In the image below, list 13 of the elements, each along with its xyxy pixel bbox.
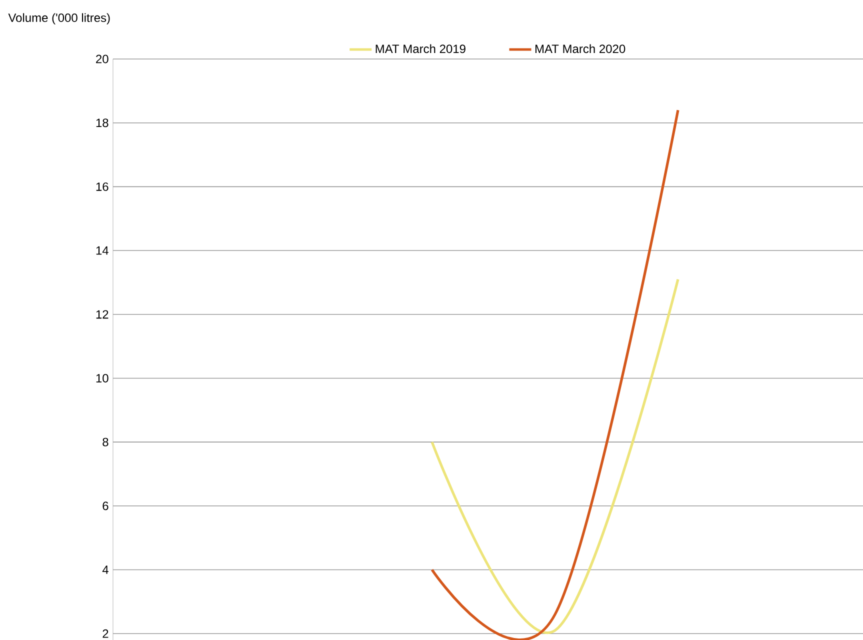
- y-tick-label: 6: [102, 502, 108, 510]
- y-tick-label: 10: [96, 374, 108, 382]
- y-tick-label: 16: [96, 182, 108, 191]
- y-tick-label: 14: [96, 246, 108, 255]
- y-tick-label: 18: [96, 118, 108, 128]
- y-tick-label: 4: [102, 566, 108, 574]
- y-tick-label: 12: [96, 310, 108, 319]
- y-tick-label: 20: [96, 54, 108, 64]
- legend-label: MAT March 2020: [535, 44, 626, 54]
- y-tick-label: 8: [102, 438, 108, 446]
- y-axis-title: Volume ('000 litres): [8, 13, 110, 24]
- legend-label: MAT March 2019: [376, 44, 466, 54]
- y-tick-label: 2: [102, 629, 108, 638]
